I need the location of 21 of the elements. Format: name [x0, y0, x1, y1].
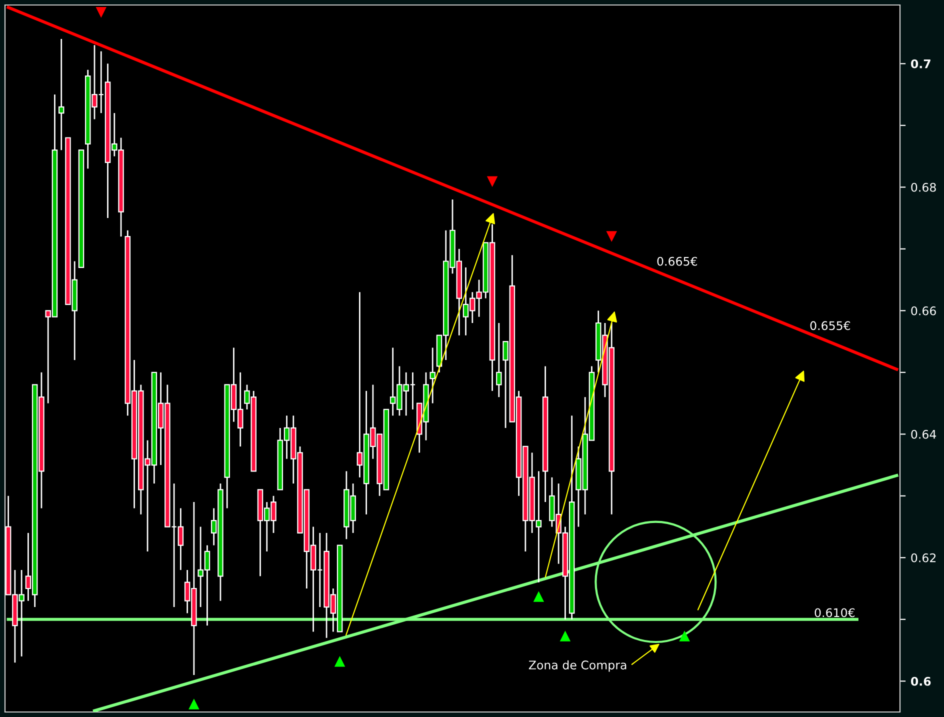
annotation: 0.665€ [657, 256, 698, 266]
y-tick-label: 0.62 [911, 553, 936, 562]
annotation: Zona de Compra [528, 660, 626, 672]
y-tick-label: 0.6 [910, 676, 931, 686]
point [96, 7, 107, 18]
y-tick-label: 0.7 [910, 59, 930, 68]
candlestick [58, 38, 64, 151]
point [188, 698, 200, 710]
candlestick [496, 322, 502, 398]
point [533, 591, 544, 602]
y-tick-label: 0.64 [911, 430, 936, 439]
y-tick-label: 0.68 [911, 182, 936, 192]
point [679, 630, 690, 642]
point [486, 176, 498, 187]
annotation: 0.610€ [814, 608, 855, 618]
candlestick [430, 347, 436, 404]
point [334, 656, 346, 667]
annotation: 0.655€ [810, 321, 850, 330]
point [606, 231, 617, 242]
point [560, 630, 571, 642]
y-tick-label: 0.66 [911, 306, 936, 316]
